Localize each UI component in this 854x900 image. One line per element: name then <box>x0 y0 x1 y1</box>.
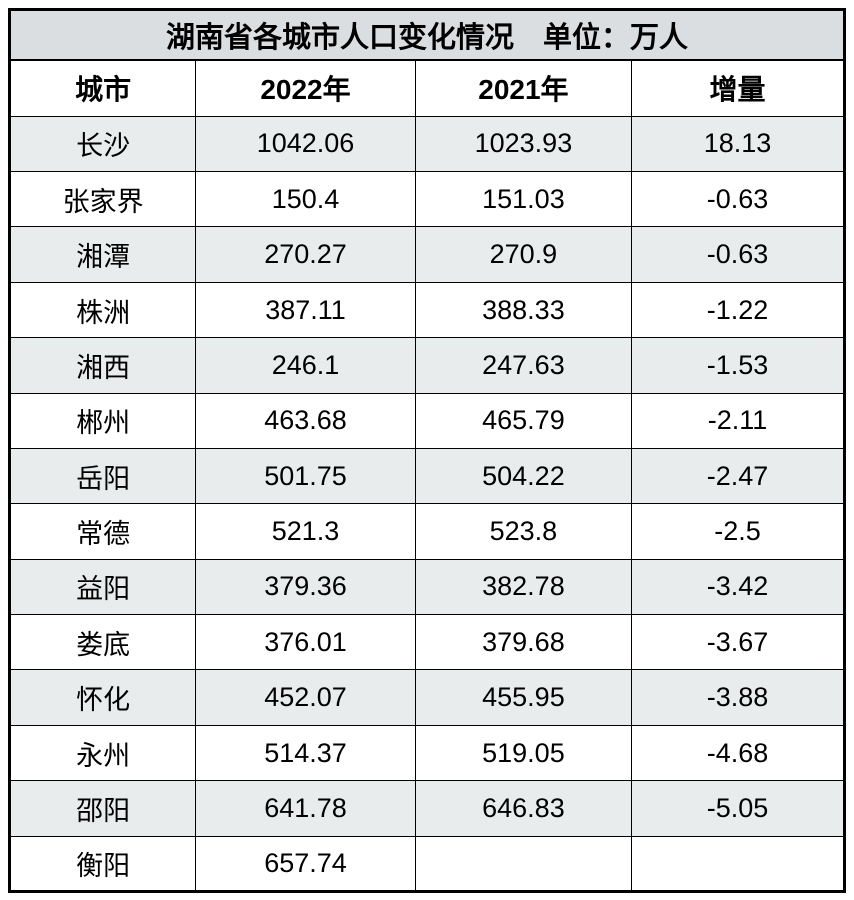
value-2022-cell: 387.11 <box>195 281 416 339</box>
city-cell: 株洲 <box>8 281 197 339</box>
value-2021-cell: 151.03 <box>414 171 633 228</box>
population-table-container: 湖南省各城市人口变化情况 单位：万人 城市 2022年 2021年 增量 长沙 1… <box>8 8 846 893</box>
table-row: 娄底 376.01 379.68 -3.67 <box>8 614 845 671</box>
table-row: 益阳 379.36 382.78 -3.42 <box>8 558 845 616</box>
value-2021-cell: 646.83 <box>414 780 633 837</box>
value-2021-cell <box>414 835 633 893</box>
column-header-2022: 2022年 <box>195 59 416 117</box>
city-cell: 湘潭 <box>8 226 197 283</box>
city-cell: 邵阳 <box>8 780 197 837</box>
table-row: 长沙 1042.06 1023.93 18.13 <box>8 115 845 173</box>
value-2021-cell: 382.78 <box>414 558 633 616</box>
column-header-city: 城市 <box>8 59 197 117</box>
value-2022-cell: 657.74 <box>195 835 416 893</box>
city-cell: 张家界 <box>8 171 197 228</box>
city-cell: 郴州 <box>8 392 197 449</box>
delta-cell: -3.42 <box>631 558 845 616</box>
value-2021-cell: 379.68 <box>414 614 633 671</box>
delta-cell: -3.88 <box>631 669 845 726</box>
value-2021-cell: 270.9 <box>414 226 633 283</box>
value-2022-cell: 514.37 <box>195 724 416 782</box>
city-cell: 长沙 <box>8 115 197 173</box>
table-title-row: 湖南省各城市人口变化情况 单位：万人 <box>9 8 845 61</box>
city-cell: 常德 <box>8 503 197 560</box>
table-row: 岳阳 501.75 504.22 -2.47 <box>8 447 845 505</box>
value-2022-cell: 376.01 <box>195 614 416 671</box>
delta-cell: -3.67 <box>631 614 845 671</box>
value-2022-cell: 641.78 <box>195 780 416 837</box>
delta-cell: -4.68 <box>631 724 845 782</box>
value-2021-cell: 388.33 <box>414 281 633 339</box>
value-2021-cell: 504.22 <box>414 447 633 505</box>
city-cell: 岳阳 <box>8 447 197 505</box>
table-row: 张家界 150.4 151.03 -0.63 <box>8 171 845 228</box>
value-2022-cell: 1042.06 <box>195 115 416 173</box>
delta-cell: -1.53 <box>631 337 845 394</box>
delta-cell: -2.5 <box>631 503 845 560</box>
population-table: 湖南省各城市人口变化情况 单位：万人 城市 2022年 2021年 增量 长沙 1… <box>8 8 846 893</box>
delta-cell <box>631 835 845 893</box>
city-cell: 湘西 <box>8 337 197 394</box>
value-2022-cell: 379.36 <box>195 558 416 616</box>
value-2021-cell: 519.05 <box>414 724 633 782</box>
delta-cell: -5.05 <box>631 780 845 837</box>
value-2021-cell: 455.95 <box>414 669 633 726</box>
value-2022-cell: 501.75 <box>195 447 416 505</box>
city-cell: 益阳 <box>8 558 197 616</box>
delta-cell: -0.63 <box>631 171 845 228</box>
city-cell: 怀化 <box>8 669 197 726</box>
table-title: 湖南省各城市人口变化情况 单位：万人 <box>9 8 845 61</box>
table-row: 邵阳 641.78 646.83 -5.05 <box>8 780 845 837</box>
delta-cell: -1.22 <box>631 281 845 339</box>
value-2021-cell: 247.63 <box>414 337 633 394</box>
table-row: 常德 521.3 523.8 -2.5 <box>8 503 845 560</box>
city-cell: 衡阳 <box>8 835 197 893</box>
table-row: 怀化 452.07 455.95 -3.88 <box>8 669 845 726</box>
table-row: 湘西 246.1 247.63 -1.53 <box>8 337 845 394</box>
table-row: 株洲 387.11 388.33 -1.22 <box>8 281 845 339</box>
city-cell: 永州 <box>8 724 197 782</box>
value-2022-cell: 463.68 <box>195 392 416 449</box>
delta-cell: 18.13 <box>631 115 845 173</box>
city-cell: 娄底 <box>8 614 197 671</box>
table-row: 郴州 463.68 465.79 -2.11 <box>8 392 845 449</box>
value-2021-cell: 465.79 <box>414 392 633 449</box>
value-2022-cell: 150.4 <box>195 171 416 228</box>
table-row: 衡阳 657.74 <box>8 835 845 893</box>
table-row: 永州 514.37 519.05 -4.68 <box>8 724 845 782</box>
value-2021-cell: 1023.93 <box>414 115 633 173</box>
value-2022-cell: 270.27 <box>195 226 416 283</box>
value-2022-cell: 452.07 <box>195 669 416 726</box>
value-2022-cell: 521.3 <box>195 503 416 560</box>
value-2021-cell: 523.8 <box>414 503 633 560</box>
column-header-delta: 增量 <box>631 59 845 117</box>
table-row: 湘潭 270.27 270.9 -0.63 <box>8 226 845 283</box>
delta-cell: -2.11 <box>631 392 845 449</box>
delta-cell: -2.47 <box>631 447 845 505</box>
value-2022-cell: 246.1 <box>195 337 416 394</box>
delta-cell: -0.63 <box>631 226 845 283</box>
table-header-row: 城市 2022年 2021年 增量 <box>8 59 845 117</box>
column-header-2021: 2021年 <box>414 59 633 117</box>
